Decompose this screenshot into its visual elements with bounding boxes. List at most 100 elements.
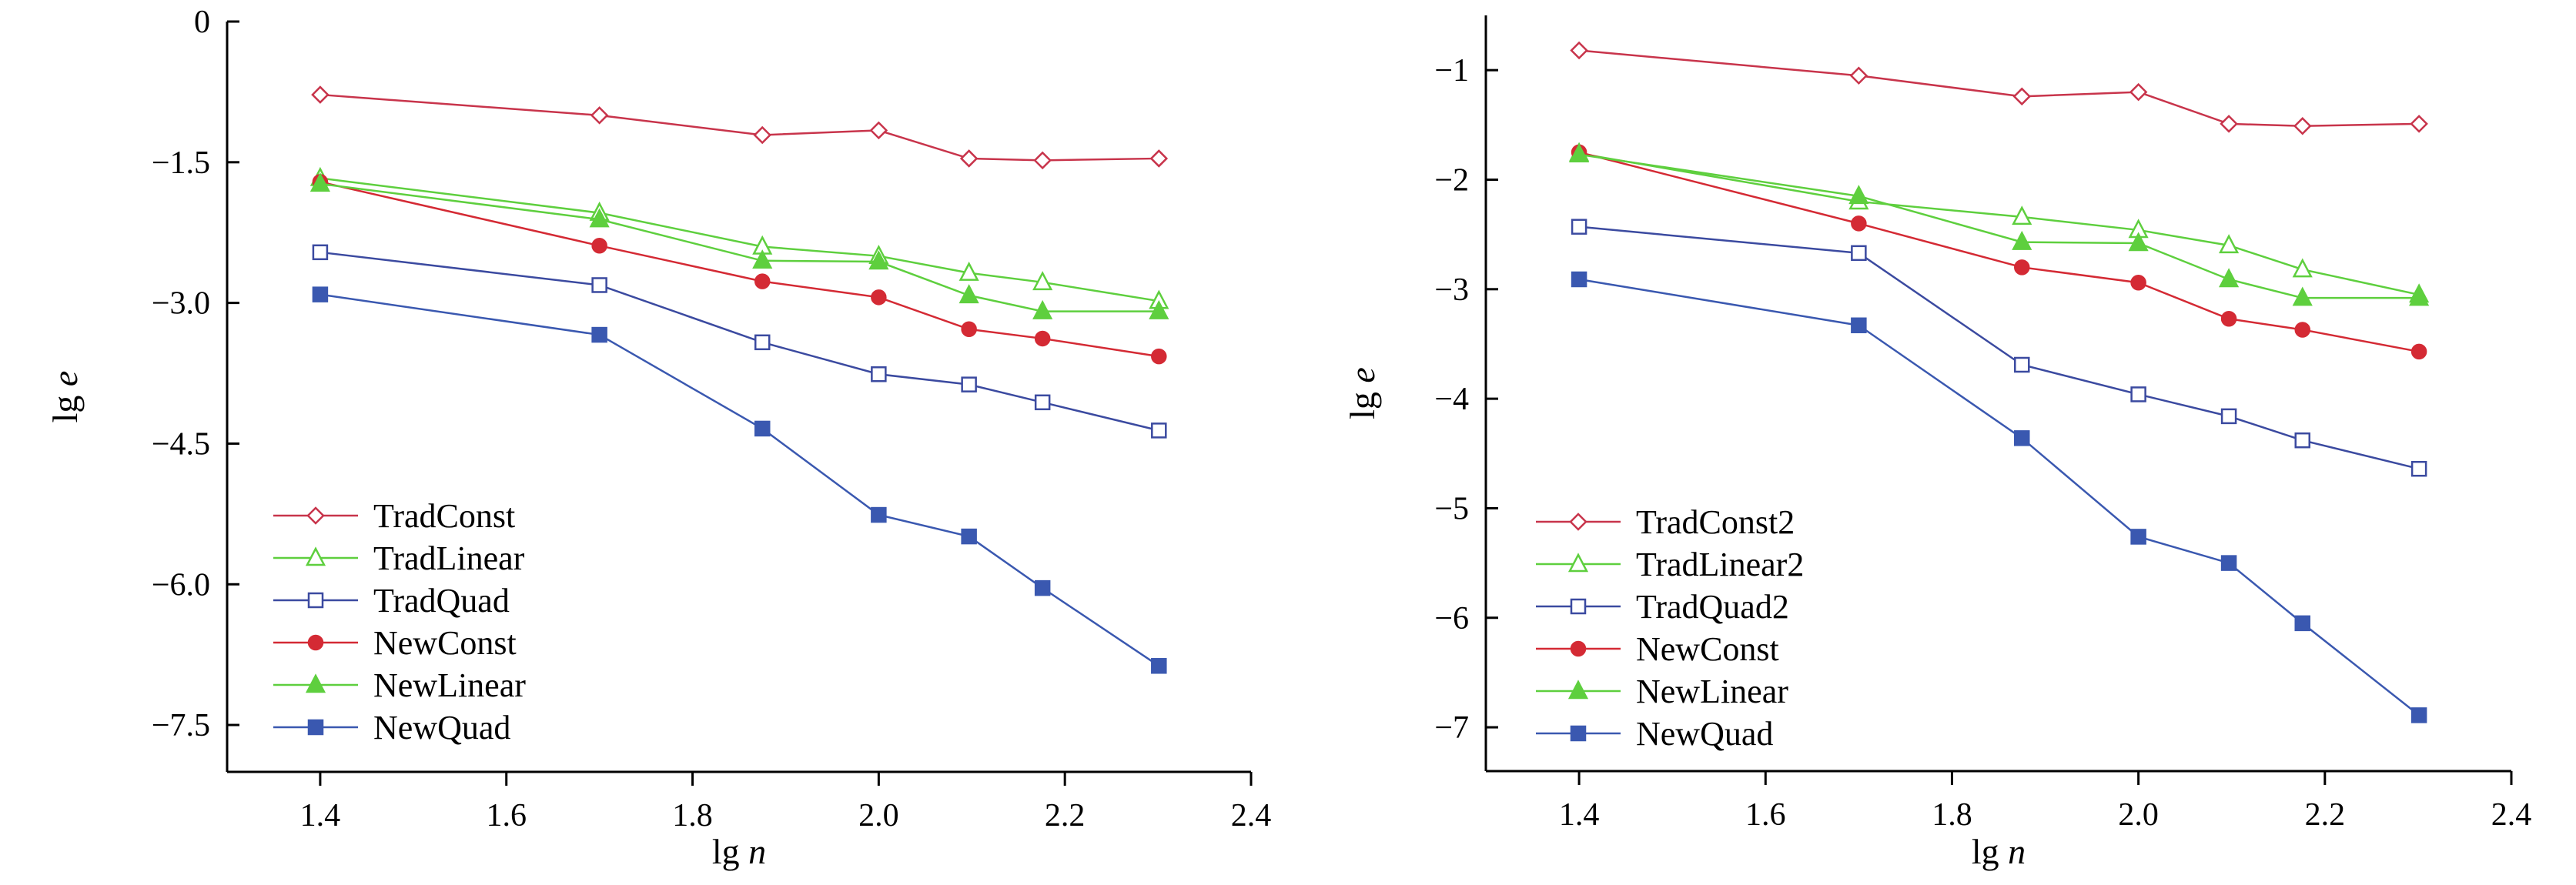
series-TradConst2: [1570, 41, 2428, 135]
data-point: [2410, 707, 2427, 723]
legend-marker: [307, 592, 324, 609]
legend-label: NewConst: [1636, 630, 1779, 668]
x-tick-label: 1.6: [1745, 797, 1786, 833]
data-point: [869, 121, 888, 140]
y-axis-label: lg e: [45, 371, 85, 423]
series-NewLinear: [1569, 143, 2430, 306]
x-axis-label: lg n: [712, 832, 766, 871]
legend-entry: NewConst: [1536, 630, 1779, 668]
data-point: [2130, 275, 2146, 291]
data-point: [2220, 408, 2237, 425]
data-point: [1571, 219, 1587, 235]
chart-left: 0 −1.5 −3.0 −4.5 −6.0 −7.5 1.4 1.6 1.8 2.0 2.2 2.4 l…: [45, 5, 1271, 871]
series-line: [1578, 152, 2420, 296]
data-point: [1032, 271, 1053, 291]
y-axis-label: lg e: [1343, 367, 1382, 419]
data-point: [871, 506, 887, 523]
legend-label: NewLinear: [373, 666, 526, 704]
data-point: [2220, 115, 2238, 133]
data-point: [1151, 348, 1167, 365]
series-TradLinear: [309, 166, 1169, 309]
data-point: [871, 289, 887, 306]
data-point: [2012, 87, 2032, 106]
data-point: [2220, 555, 2237, 571]
legend-label: TradConst: [373, 497, 515, 535]
legend-entry: NewLinear: [273, 666, 526, 704]
data-point: [2130, 386, 2146, 402]
x-tick-label: 1.8: [672, 798, 713, 833]
data-point: [1851, 317, 1867, 334]
data-point: [2014, 356, 2030, 373]
legend-entry: TradQuad2: [1536, 588, 1789, 626]
legend-marker: [1570, 640, 1587, 657]
legend-label: TradLinear2: [1636, 546, 1804, 583]
legend-label: NewQuad: [373, 709, 510, 746]
data-point: [871, 366, 887, 382]
data-point: [1151, 658, 1167, 674]
data-point: [2294, 432, 2311, 449]
legend-marker: [305, 546, 326, 566]
legend-entry: TradConst: [273, 497, 515, 535]
x-tick-label: 2.4: [2491, 797, 2532, 833]
x-axis-label: lg n: [1972, 832, 2026, 871]
data-point: [754, 273, 771, 289]
y-tick-label: −6.0: [152, 567, 210, 603]
data-point: [1151, 422, 1167, 439]
data-point: [312, 286, 329, 302]
series-line: [1578, 151, 2420, 353]
data-point: [1033, 151, 1052, 170]
data-point: [2293, 116, 2312, 135]
x-tick-label: 2.4: [1231, 798, 1272, 833]
x-tick-label: 1.4: [1559, 797, 1600, 833]
y-tick-label: −3.0: [152, 286, 210, 322]
series-TradQuad: [312, 244, 1167, 439]
data-point: [1571, 271, 1587, 288]
legend-label: TradConst2: [1636, 503, 1795, 541]
data-point: [958, 261, 979, 281]
legend-label: NewLinear: [1636, 673, 1788, 710]
series-line: [319, 177, 1159, 302]
legend-entry: NewLinear: [1536, 673, 1788, 710]
data-point: [961, 376, 977, 392]
data-point: [2292, 258, 2313, 278]
data-point: [1851, 215, 1867, 232]
y-tick-label: −1.5: [152, 145, 210, 181]
data-point: [2128, 232, 2149, 252]
data-point: [2014, 259, 2030, 276]
data-point: [309, 172, 330, 192]
legend-marker: [1569, 513, 1587, 531]
x-tick-label: 2.0: [858, 798, 899, 833]
series-NewLinear: [309, 172, 1169, 319]
data-point: [1034, 330, 1051, 347]
x-tick-label: 2.0: [2118, 797, 2159, 833]
y-tick-label: −5: [1434, 491, 1469, 526]
x-tick-label: 2.2: [2305, 797, 2346, 833]
data-point: [2014, 430, 2030, 446]
y-tick-label: −3: [1434, 272, 1469, 308]
series-line: [1578, 49, 2420, 127]
y-tick-label: −4: [1434, 382, 1469, 417]
series-NewConst: [1571, 144, 2427, 360]
y-tick-label: −7: [1434, 710, 1469, 746]
data-point: [961, 528, 977, 545]
data-point: [1149, 299, 1169, 319]
series-line: [319, 181, 1159, 358]
data-point: [591, 326, 607, 343]
x-tick-label: 1.8: [1932, 797, 1972, 833]
y-tick-label: 0: [194, 5, 210, 40]
data-point: [1849, 66, 1868, 85]
data-point: [2292, 286, 2313, 306]
data-point: [959, 149, 979, 168]
x-tick-label: 1.6: [486, 798, 527, 833]
legend-label: TradQuad: [373, 582, 510, 620]
data-point: [2294, 615, 2311, 632]
data-point: [2219, 268, 2240, 288]
legend-marker: [1570, 598, 1587, 615]
x-tick-label: 1.4: [300, 798, 341, 833]
data-point: [754, 420, 771, 437]
chart-right: −1 −2 −3 −4 −5 −6 −7 1.4 1.6 1.8 2.0 2.2 2.4 lg n lg e…: [1343, 15, 2531, 871]
data-point: [2219, 234, 2240, 254]
legend-marker: [305, 673, 326, 693]
legend-marker: [1570, 725, 1587, 742]
series-NewQuad: [312, 286, 1167, 674]
